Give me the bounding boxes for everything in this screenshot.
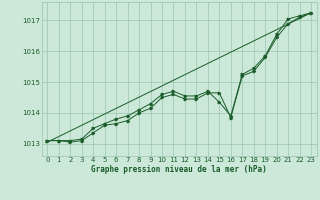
X-axis label: Graphe pression niveau de la mer (hPa): Graphe pression niveau de la mer (hPa) (91, 165, 267, 174)
